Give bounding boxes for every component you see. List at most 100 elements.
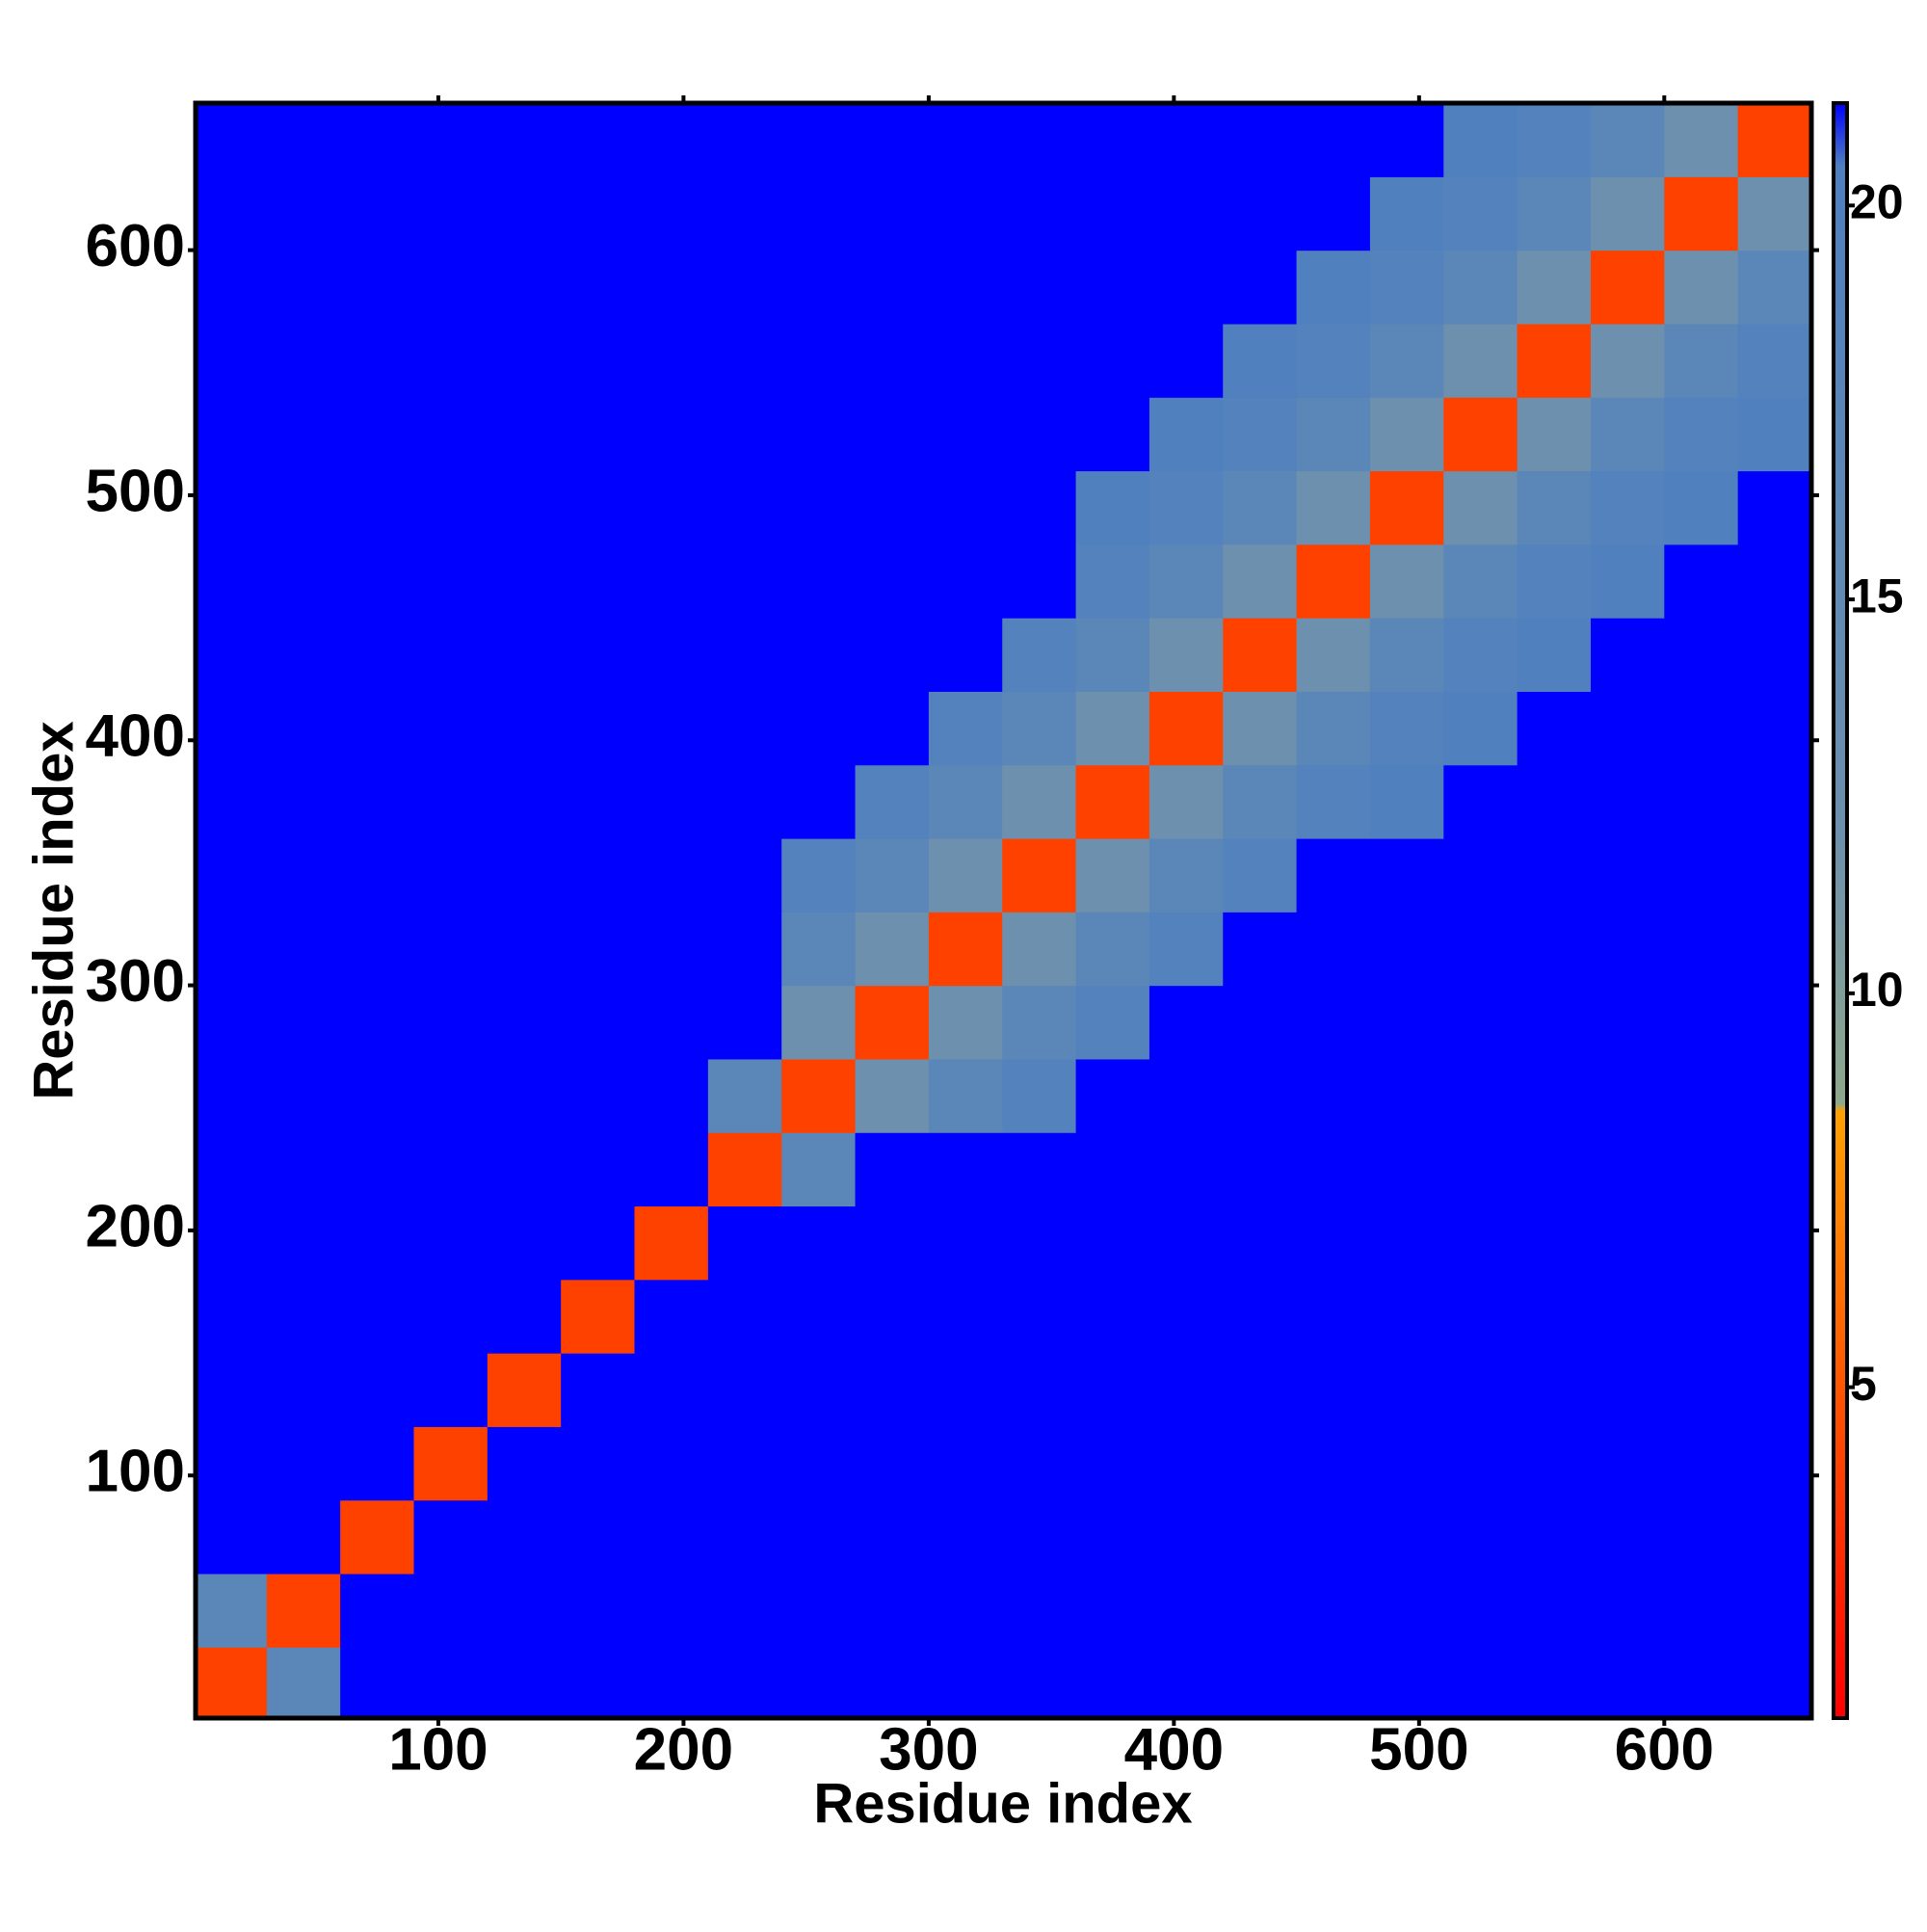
- cell: [1443, 323, 1518, 398]
- cell: [1590, 1426, 1665, 1501]
- cell: [781, 1058, 857, 1133]
- cell: [413, 1353, 488, 1427]
- x-tick-label: 200: [634, 1716, 733, 1783]
- cell: [707, 543, 782, 619]
- cell: [413, 1499, 488, 1575]
- cell: [1664, 1353, 1739, 1427]
- cell: [634, 543, 709, 619]
- cell: [196, 103, 268, 177]
- cell: [1737, 1573, 1811, 1648]
- cell: [855, 985, 930, 1060]
- cell: [1517, 764, 1592, 839]
- cell: [1737, 176, 1811, 251]
- cell: [340, 323, 415, 398]
- cell: [634, 103, 709, 177]
- cell: [340, 1573, 415, 1648]
- cell: [196, 250, 268, 325]
- cell: [487, 837, 562, 913]
- cell: [707, 691, 782, 766]
- cell: [928, 543, 1003, 619]
- cell: [1223, 470, 1298, 545]
- cell: [1369, 1499, 1444, 1575]
- cell: [928, 323, 1003, 398]
- cell: [1737, 103, 1811, 177]
- cell: [266, 1647, 341, 1718]
- cell: [1517, 103, 1592, 177]
- cell: [928, 764, 1003, 839]
- cell: [928, 1058, 1003, 1133]
- cell: [1002, 1132, 1077, 1207]
- cell: [1075, 691, 1150, 766]
- cell: [1075, 1058, 1150, 1133]
- cell: [266, 1132, 341, 1207]
- cell: [1443, 985, 1518, 1060]
- cell: [1590, 323, 1665, 398]
- cell: [1590, 543, 1665, 619]
- cell: [1075, 912, 1150, 987]
- cell: [1664, 103, 1739, 177]
- cell: [1664, 397, 1739, 472]
- colorbar: [1832, 101, 1849, 1720]
- cell: [855, 1353, 930, 1427]
- cell: [1517, 1647, 1592, 1718]
- cell: [1443, 618, 1518, 692]
- cell: [266, 1426, 341, 1501]
- cell: [1296, 837, 1371, 913]
- cell: [413, 764, 488, 839]
- cell: [1517, 1573, 1592, 1648]
- cell: [707, 1647, 782, 1718]
- cell: [1737, 397, 1811, 472]
- cell: [1517, 912, 1592, 987]
- cell: [634, 1205, 709, 1281]
- cell: [781, 618, 857, 692]
- cell: [340, 1132, 415, 1207]
- cell: [855, 1647, 930, 1718]
- cell: [340, 764, 415, 839]
- heatmap: [196, 103, 1811, 1718]
- cell: [707, 1279, 782, 1354]
- cell: [266, 912, 341, 987]
- cell: [1075, 618, 1150, 692]
- cell: [266, 618, 341, 692]
- cell: [1517, 397, 1592, 472]
- cell: [855, 470, 930, 545]
- cell: [487, 691, 562, 766]
- cell: [928, 618, 1003, 692]
- cell: [561, 1426, 636, 1501]
- cell: [634, 912, 709, 987]
- cell: [1443, 1279, 1518, 1354]
- cell: [1664, 543, 1739, 619]
- cell: [413, 837, 488, 913]
- cell: [1148, 1132, 1224, 1207]
- cell: [413, 397, 488, 472]
- cell: [1369, 691, 1444, 766]
- cell: [1148, 1647, 1224, 1718]
- cell: [561, 691, 636, 766]
- cell: [1664, 1499, 1739, 1575]
- cell: [1075, 1279, 1150, 1354]
- cell: [1223, 176, 1298, 251]
- cell: [1296, 985, 1371, 1060]
- cell: [1148, 323, 1224, 398]
- colorbar-tick-label: 15: [1850, 569, 1904, 622]
- cell: [413, 176, 488, 251]
- colorbar-tick-label: 5: [1850, 1357, 1877, 1411]
- cell: [1002, 470, 1077, 545]
- cell: [1737, 470, 1811, 545]
- cell: [781, 470, 857, 545]
- cell: [487, 1647, 562, 1718]
- cell: [1664, 1573, 1739, 1648]
- cell: [1223, 985, 1298, 1060]
- cell: [196, 912, 268, 987]
- cell: [855, 323, 930, 398]
- cell: [561, 1058, 636, 1133]
- cell: [487, 1058, 562, 1133]
- cell: [1296, 912, 1371, 987]
- cell: [781, 985, 857, 1060]
- cell: [1223, 618, 1298, 692]
- cell: [928, 912, 1003, 987]
- cell: [1590, 764, 1665, 839]
- x-axis-title: Residue index: [813, 1772, 1192, 1835]
- cell: [634, 1499, 709, 1575]
- cell: [1002, 1426, 1077, 1501]
